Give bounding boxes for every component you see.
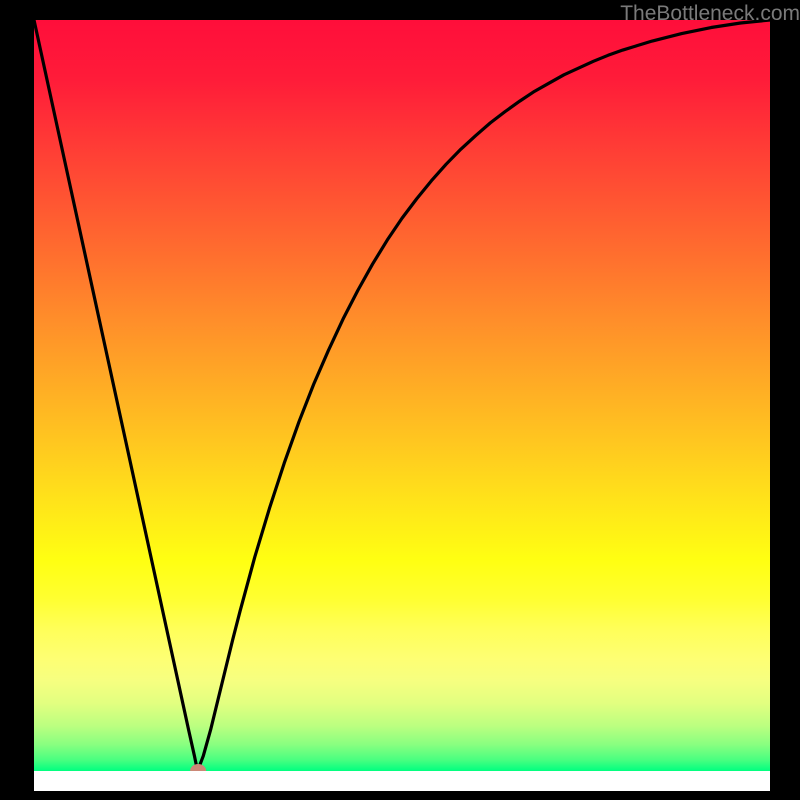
plot-area xyxy=(34,20,770,771)
bottleneck-curve-svg xyxy=(34,20,770,771)
optimum-marker xyxy=(190,764,206,771)
background-rect xyxy=(34,20,770,771)
bottleneck-curve-path xyxy=(34,20,770,771)
watermark-text: TheBottleneck.com xyxy=(620,2,800,26)
